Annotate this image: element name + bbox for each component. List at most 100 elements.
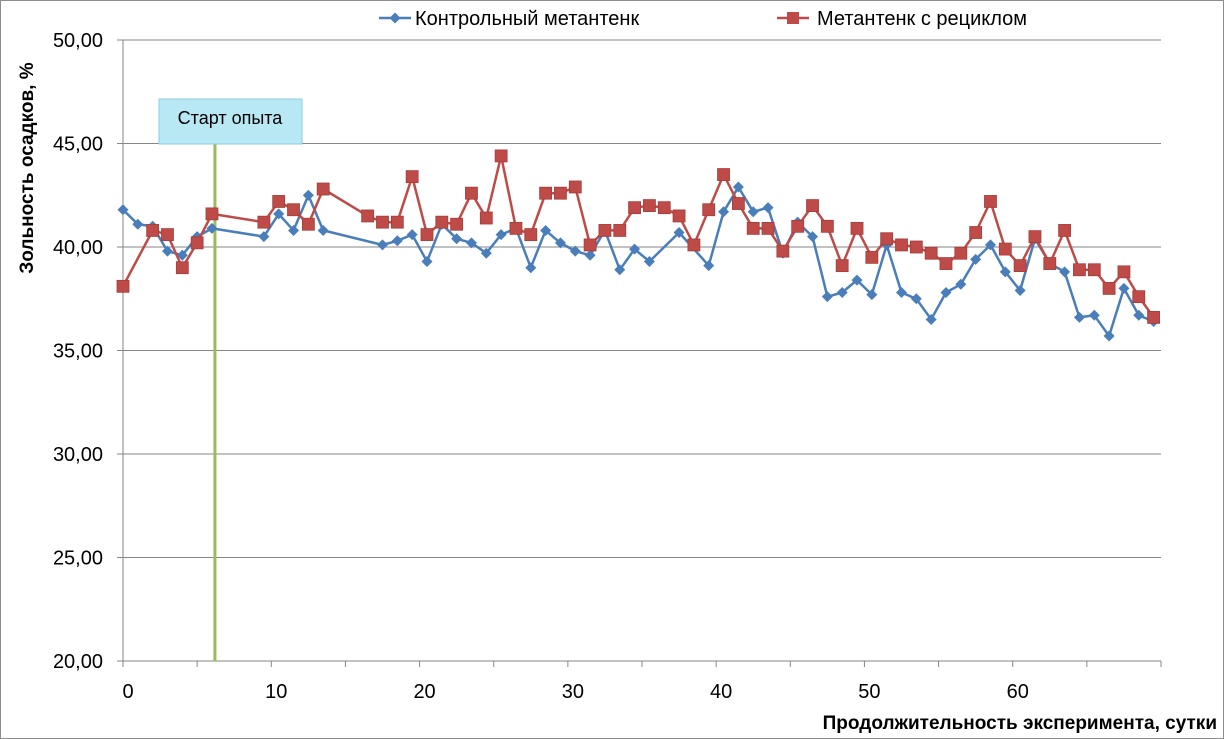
data-point	[940, 287, 952, 299]
data-point	[791, 219, 805, 233]
data-point	[525, 262, 537, 274]
series-line	[121, 154, 1155, 319]
start-callout-box	[158, 98, 303, 145]
data-point	[116, 279, 130, 293]
data-point	[539, 186, 553, 200]
data-point	[1014, 284, 1026, 296]
x-axis-ticks: 0 10 20 30 40 50 60	[122, 661, 1162, 703]
data-point	[1013, 259, 1027, 273]
data-point	[924, 246, 938, 260]
x-tick-label: 60	[1007, 681, 1029, 703]
y-axis-ticks: 20,00 25,00 30,00 35,00 40,00 45,00 50,00	[53, 30, 123, 673]
data-point	[896, 287, 907, 299]
data-point	[702, 203, 716, 217]
data-point	[998, 242, 1012, 256]
data-point	[850, 221, 864, 235]
data-point	[554, 186, 567, 200]
data-point	[361, 209, 375, 223]
data-point	[584, 249, 596, 261]
data-point	[806, 199, 819, 213]
data-point	[405, 170, 419, 184]
data-point	[1103, 330, 1115, 342]
data-point	[1147, 310, 1160, 324]
data-point	[821, 291, 833, 303]
data-point	[731, 197, 745, 210]
data-point	[866, 289, 878, 301]
data-point	[657, 201, 671, 215]
data-point	[132, 218, 144, 230]
data-point	[376, 215, 389, 229]
data-point	[450, 217, 464, 231]
data-point	[117, 204, 129, 216]
data-point	[465, 186, 478, 200]
data-point	[776, 244, 790, 258]
data-point	[1073, 311, 1085, 323]
data-point	[1087, 263, 1101, 277]
data-point	[583, 238, 597, 252]
data-point	[820, 219, 834, 233]
data-point	[955, 278, 967, 290]
data-point	[495, 229, 507, 241]
data-point	[302, 189, 314, 201]
y-tick-label: 40,00	[53, 237, 103, 259]
y-tick-label: 25,00	[53, 548, 103, 570]
data-point	[762, 202, 774, 214]
data-point	[391, 235, 403, 247]
data-point	[1058, 224, 1072, 237]
data-point	[190, 236, 204, 250]
data-point	[1132, 290, 1146, 304]
data-point	[316, 182, 330, 196]
data-point	[629, 243, 641, 255]
data-point	[465, 237, 477, 249]
x-tick-label: 50	[858, 681, 880, 703]
data-point	[273, 208, 285, 220]
x-axis-title: Продолжительность эксперимента, сутки	[823, 713, 1217, 734]
data-point	[161, 245, 173, 257]
data-point	[287, 203, 300, 217]
start-callout-label: Старт опыта	[178, 108, 284, 128]
data-point	[687, 238, 701, 252]
y-tick-label: 35,00	[53, 341, 103, 363]
data-point	[718, 206, 730, 218]
data-point	[421, 255, 433, 267]
data-point	[257, 215, 271, 229]
data-point	[880, 232, 894, 246]
data-point	[984, 195, 997, 208]
x-tick-label: 20	[413, 681, 435, 703]
data-point	[703, 260, 715, 272]
start-annotation: Старт опыта	[158, 98, 303, 661]
data-point	[420, 228, 434, 241]
data-point	[206, 222, 218, 234]
data-point	[1028, 230, 1042, 244]
data-point	[1117, 265, 1131, 279]
x-tick-label: 10	[265, 681, 287, 703]
legend-marker	[389, 12, 401, 24]
data-point	[1133, 309, 1145, 321]
data-point	[377, 239, 388, 251]
data-point	[761, 221, 775, 235]
data-point	[747, 206, 759, 218]
y-tick-label: 20,00	[53, 651, 103, 673]
legend: Контрольный метантенк Метантенк с рецикло…	[379, 8, 1027, 30]
y-tick-label: 45,00	[53, 134, 103, 156]
data-point	[175, 261, 189, 275]
data-point	[406, 229, 418, 241]
data-point	[1102, 281, 1116, 295]
data-point	[835, 259, 849, 273]
data-point	[984, 239, 996, 251]
data-point	[836, 287, 848, 299]
data-point	[451, 233, 463, 245]
data-point	[540, 224, 552, 236]
data-point	[494, 149, 508, 163]
x-tick-label: 40	[710, 681, 732, 703]
data-point	[851, 274, 863, 286]
data-point	[925, 313, 937, 325]
data-point	[732, 181, 744, 193]
data-point	[272, 195, 286, 208]
data-point	[509, 221, 523, 235]
x-tick-label: 0	[122, 681, 133, 703]
data-point	[146, 224, 160, 237]
data-point	[390, 215, 404, 229]
data-point	[161, 228, 174, 241]
